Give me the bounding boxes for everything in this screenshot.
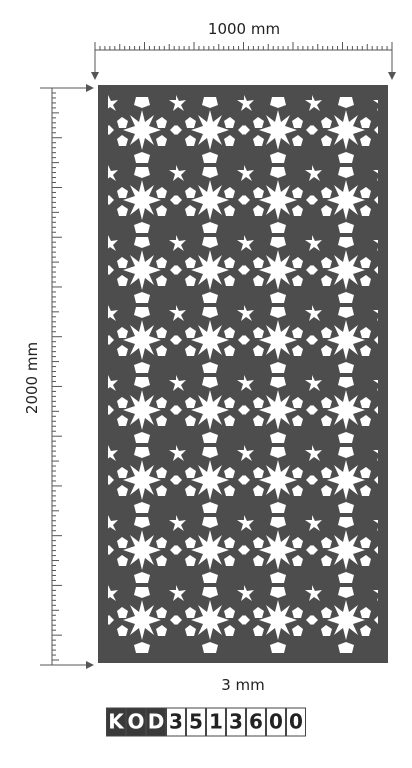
code-box <box>226 707 246 737</box>
code-char: K <box>108 710 125 734</box>
code-box <box>166 707 186 737</box>
panel <box>98 85 388 663</box>
code-char: 0 <box>289 710 303 734</box>
height-label: 2000 mm <box>23 342 41 414</box>
thickness-label: 3 mm <box>221 676 265 694</box>
code-box <box>106 707 126 737</box>
arrows <box>86 72 396 669</box>
code-box <box>246 707 266 737</box>
code-box <box>286 707 306 737</box>
code-box <box>126 707 146 737</box>
rulers <box>40 42 393 666</box>
code-char: D <box>148 710 165 734</box>
code-char: 0 <box>269 710 283 734</box>
code-box <box>146 707 166 737</box>
code-box <box>186 707 206 737</box>
code-box <box>266 707 286 737</box>
code-box <box>206 707 226 737</box>
code-char: O <box>127 710 144 734</box>
code-char: 6 <box>249 710 263 734</box>
code-char: 3 <box>169 710 183 734</box>
code-char: 3 <box>229 710 243 734</box>
code-char: 5 <box>189 710 203 734</box>
code-char: 1 <box>209 710 223 734</box>
width-label: 1000 mm <box>208 20 280 38</box>
